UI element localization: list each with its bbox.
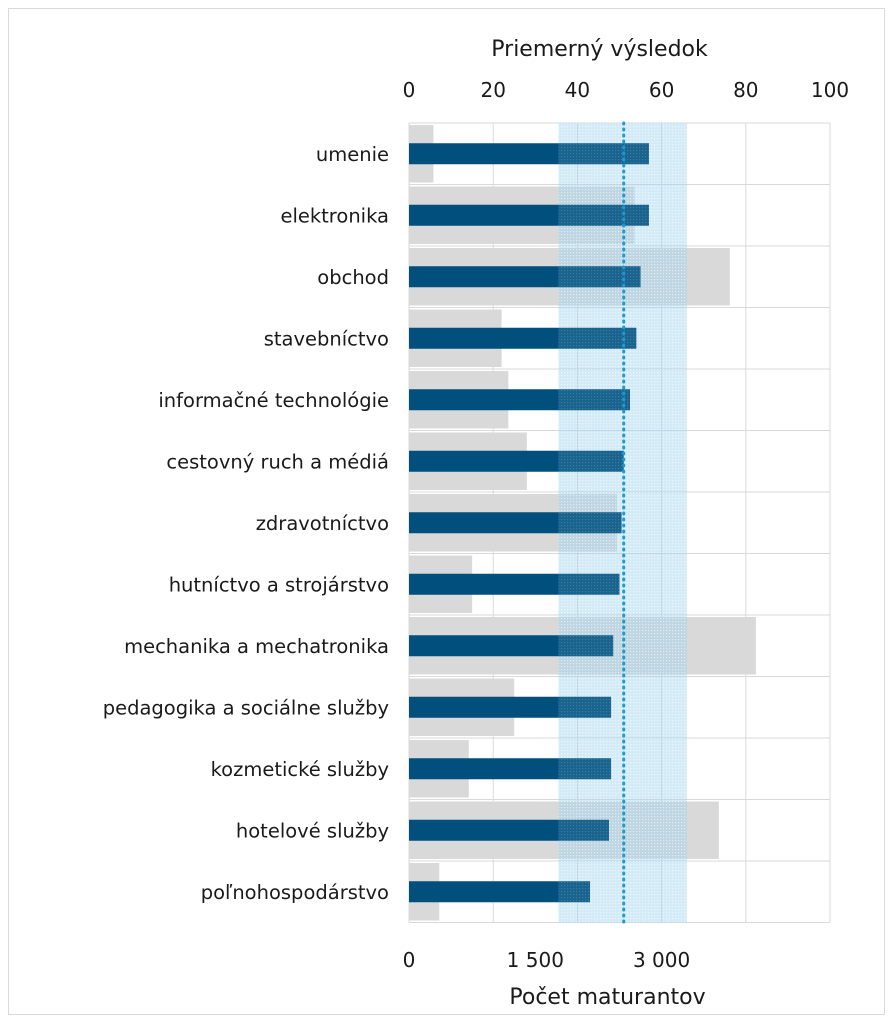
top-tick-label: 60: [649, 78, 674, 102]
score-bar-band-overlay: [558, 204, 649, 226]
chart: umenie elektronika obchod stavebníctvo infor…: [103, 37, 849, 1010]
category-label: informačné technológie: [158, 389, 389, 412]
bottom-tick-label: 0: [403, 948, 416, 972]
score-bar-band-overlay: [558, 819, 609, 841]
category-label: cestovný ruch a médiá: [166, 450, 389, 473]
chart-frame: umenie elektronika obchod stavebníctvo infor…: [8, 8, 885, 1015]
category-label: obchod: [317, 266, 389, 289]
bottom-axis-title: Počet maturantov: [509, 985, 705, 1010]
category-label: stavebníctvo: [264, 327, 389, 350]
top-axis-title: Priemerný výsledok: [491, 37, 708, 62]
score-bar: [409, 881, 591, 903]
score-bar-band-overlay: [558, 143, 649, 165]
score-bar-band-overlay: [558, 696, 612, 718]
category-label: hutníctvo a strojárstvo: [169, 573, 389, 596]
score-bar-band-overlay: [558, 450, 624, 472]
bottom-tick-label: 3 000: [633, 948, 690, 972]
top-tick-label: 40: [565, 78, 590, 102]
bottom-tick-label: 1 500: [507, 948, 564, 972]
score-bar-band-overlay: [558, 573, 620, 595]
category-label: pedagogika a sociálne služby: [103, 696, 389, 719]
score-bar-band-overlay: [558, 512, 622, 534]
score-bar-band-overlay: [558, 881, 591, 903]
category-label: elektronika: [280, 204, 389, 227]
score-bar-band-overlay: [558, 635, 614, 657]
top-tick-label: 0: [403, 78, 416, 102]
category-label: zdravotníctvo: [256, 512, 389, 535]
category-label: hotelové služby: [236, 819, 389, 842]
top-tick-label: 100: [811, 78, 849, 102]
top-tick-label: 20: [480, 78, 505, 102]
category-label: mechanika a mechatronika: [124, 635, 389, 658]
score-bar-band-overlay: [558, 758, 612, 780]
score-bar-band-overlay: [558, 266, 641, 288]
category-label: poľnohospodárstvo: [201, 881, 389, 904]
top-tick-label: 80: [733, 78, 758, 102]
category-label: umenie: [316, 143, 389, 166]
score-bar-band-overlay: [558, 327, 637, 349]
score-bar-band-overlay: [558, 389, 631, 411]
category-label: kozmetické služby: [211, 758, 389, 781]
